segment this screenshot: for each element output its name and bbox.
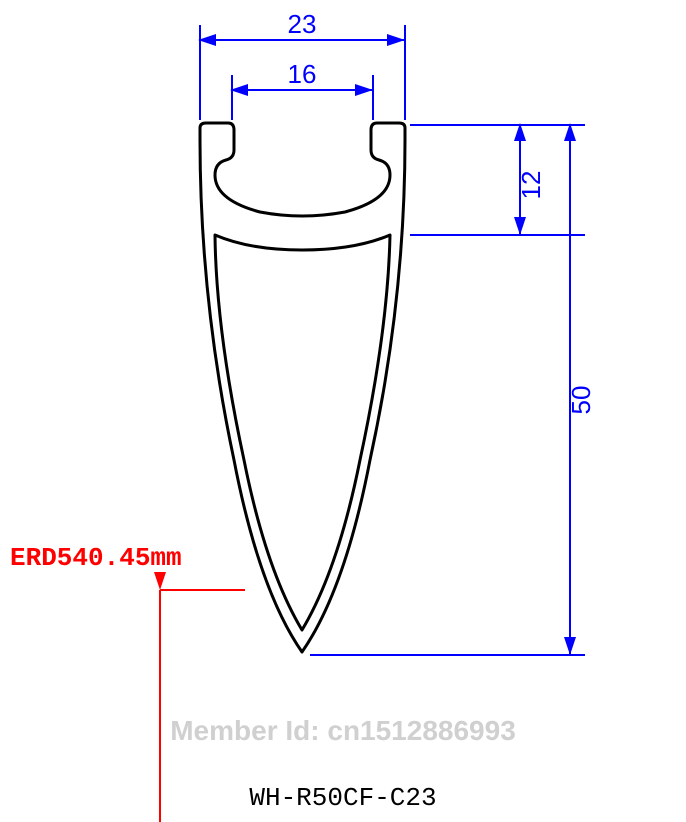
dim-inner-width-label: 16: [288, 59, 317, 89]
dim-outer-width-label: 23: [288, 9, 317, 39]
watermark-text: Member Id: cn1512886993: [170, 715, 516, 746]
dimension-bead-depth: 12: [410, 125, 585, 235]
dimension-inner-width: 16: [232, 59, 373, 120]
diagram-canvas: 23 16 12 50 ERD540.45mm Member Id: cn151…: [0, 0, 686, 822]
dimension-total-depth: 50: [310, 125, 596, 655]
rim-cross-section: [200, 123, 405, 652]
part-number-label: WH-R50CF-C23: [249, 783, 436, 813]
dim-bead-depth-label: 12: [516, 171, 546, 200]
dim-total-depth-label: 50: [566, 386, 596, 415]
erd-annotation: ERD540.45mm: [10, 543, 245, 822]
erd-label: ERD540.45mm: [10, 543, 182, 573]
